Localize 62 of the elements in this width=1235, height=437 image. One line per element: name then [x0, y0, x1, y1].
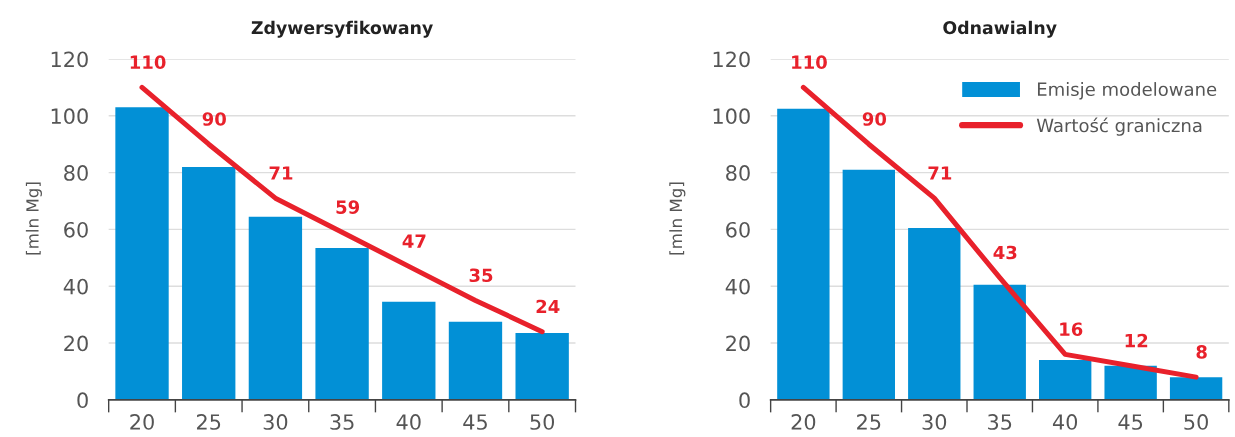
- x-tick-label: 45: [1118, 414, 1143, 430]
- bar: [973, 284, 1026, 400]
- data-label: 24: [536, 299, 560, 314]
- legend-label: Emisje modelowane: [1037, 82, 1217, 100]
- x-tick-label: 20: [130, 414, 154, 430]
- y-tick-label: 40: [63, 278, 88, 295]
- y-axis-title: [mln Mg]: [669, 182, 686, 255]
- bar: [777, 108, 830, 400]
- x-tick-label: 25: [857, 414, 881, 430]
- y-tick-label: 40: [725, 278, 750, 295]
- y-tick-label: 60: [726, 221, 750, 238]
- chart-title: Odnawialny: [943, 20, 1057, 38]
- bar: [115, 107, 169, 400]
- data-label: 8: [1196, 345, 1207, 359]
- data-label: 59: [336, 200, 360, 214]
- data-label: 71: [269, 166, 293, 180]
- y-tick-label: 20: [64, 335, 88, 352]
- x-tick-label: 50: [530, 414, 555, 430]
- y-tick-label: 80: [726, 165, 750, 181]
- bar: [382, 301, 436, 400]
- y-tick-label: 100: [713, 108, 750, 125]
- data-label: 90: [202, 112, 226, 126]
- legend-label: Wartość graniczna: [1036, 117, 1202, 136]
- bar: [842, 169, 895, 400]
- bar: [315, 247, 369, 400]
- bar: [515, 333, 569, 400]
- bar: [1039, 360, 1092, 400]
- y-tick-label: 80: [64, 165, 88, 181]
- x-tick-label: 20: [791, 414, 816, 430]
- x-tick-label: 50: [1184, 414, 1208, 430]
- y-tick-label: 100: [51, 108, 88, 125]
- chart-title: Zdywersyfikowany: [251, 20, 433, 38]
- data-label: 90: [862, 112, 887, 126]
- bar: [448, 321, 503, 400]
- x-tick-label: 35: [330, 414, 354, 430]
- y-tick-label: 60: [64, 221, 88, 238]
- x-tick-label: 25: [196, 414, 221, 430]
- y-tick-label: 20: [726, 335, 750, 352]
- bar: [182, 166, 236, 400]
- x-tick-label: 40: [396, 414, 421, 430]
- data-label: 47: [402, 234, 426, 248]
- bar: [1104, 365, 1157, 400]
- x-tick-label: 40: [1052, 414, 1078, 430]
- data-label: 110: [130, 55, 166, 70]
- y-tick-label: 120: [51, 51, 88, 68]
- x-tick-label: 30: [263, 414, 288, 430]
- data-label: 35: [469, 268, 493, 283]
- y-tick-label: 120: [713, 51, 750, 68]
- x-tick-label: 45: [463, 414, 487, 430]
- bar: [248, 216, 303, 400]
- bar: [908, 228, 961, 400]
- y-tick-label: 0: [739, 392, 750, 409]
- data-label: 16: [1060, 322, 1083, 337]
- data-label: 12: [1125, 333, 1148, 348]
- x-tick-label: 35: [988, 414, 1012, 430]
- x-tick-label: 30: [922, 414, 947, 430]
- bar: [1169, 377, 1223, 400]
- data-label: 71: [928, 166, 952, 180]
- data-label: 110: [792, 55, 827, 70]
- y-axis-title: [mln Mg]: [25, 182, 42, 255]
- y-tick-label: 0: [77, 392, 88, 409]
- data-label: 43: [993, 245, 1017, 260]
